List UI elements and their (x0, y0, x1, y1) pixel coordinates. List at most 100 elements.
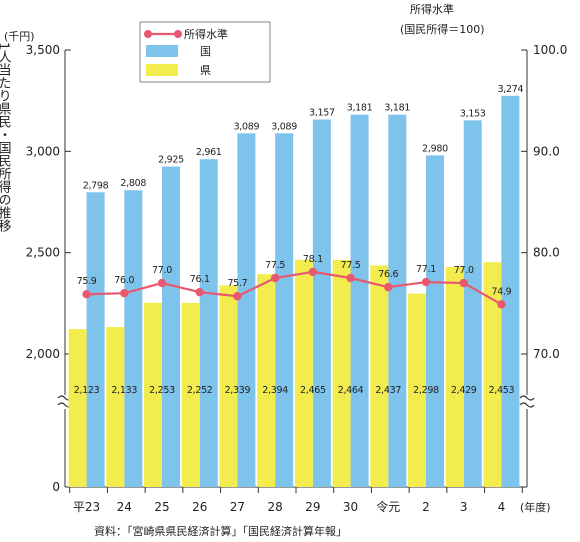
x-axis-ticks: 平23 24 25 26 27 28 29 30 令元 2 3 4 (69, 487, 523, 514)
legend-line-marker-left (144, 30, 152, 38)
income-level-label: 75.7 (227, 278, 247, 289)
legend-national-swatch (146, 45, 178, 57)
national-bar (124, 190, 143, 487)
national-value-label: 3,089 (234, 121, 260, 132)
x-tick-label: 26 (192, 500, 207, 514)
right-axis-break (519, 395, 535, 408)
prefecture-bar (445, 267, 464, 487)
left-tick-label: 3,000 (26, 144, 60, 158)
income-level-point (497, 300, 506, 309)
left-tick-label: 2,500 (26, 246, 60, 260)
prefecture-bar (483, 262, 502, 487)
income-level-point (459, 278, 468, 288)
income-level-point (82, 290, 91, 299)
prefecture-value-label: 2,453 (489, 385, 515, 396)
prefecture-bar (68, 329, 87, 487)
income-level-point (384, 282, 393, 292)
income-level-label: 76.0 (114, 275, 134, 286)
national-bar (275, 133, 294, 487)
national-value-label: 2,925 (158, 155, 184, 166)
left-axis-ticks: 0 2,000 2,500 3,000 3,500 (26, 43, 71, 494)
income-level-label: 77.5 (341, 260, 361, 271)
right-tick-label: 80.0 (533, 246, 560, 260)
prefecture-value-label: 2,464 (338, 385, 364, 396)
legend-line-label: 所得水準 (184, 27, 228, 41)
x-axis-unit-label: (年度) (520, 500, 551, 514)
income-level-label: 77.5 (265, 260, 285, 271)
x-tick-label: 4 (498, 500, 506, 514)
left-tick-label: 0 (52, 480, 60, 494)
prefecture-bar (370, 265, 389, 487)
national-value-label: 3,181 (347, 103, 373, 114)
national-value-label: 3,089 (271, 121, 297, 132)
prefecture-bar (106, 327, 125, 487)
prefecture-value-label: 2,252 (187, 385, 213, 396)
x-tick-label: 2 (422, 500, 430, 514)
national-bar (463, 120, 482, 488)
income-level-point (270, 273, 280, 283)
prefecture-value-label: 2,253 (149, 385, 175, 396)
income-level-label: 77.0 (152, 265, 172, 276)
income-level-label: 77.1 (416, 264, 436, 275)
national-value-label: 3,153 (460, 108, 486, 119)
y-axis-title: 1人当たり県民・国民所得の推移 (0, 42, 11, 233)
x-tick-label: 28 (268, 500, 283, 514)
income-level-point (346, 273, 355, 283)
national-bar (350, 114, 369, 487)
income-level-line: 75.9 76.0 77.0 76.1 75.7 77.5 78.1 77.5 76.6 77.1… (77, 254, 512, 309)
prefecture-bar (294, 259, 313, 487)
prefecture-value-label: 2,429 (451, 385, 477, 396)
national-value-label: 3,157 (309, 108, 335, 119)
bar-labels: 2,798 2,123 2,808 2,133 2,925 2,253 2,961 2,252… (74, 84, 524, 396)
national-bar (162, 166, 180, 488)
income-level-point (120, 289, 129, 298)
left-tick-label: 2,000 (26, 347, 60, 361)
x-tick-label: 令元 (376, 499, 400, 514)
prefecture-bar (408, 293, 426, 487)
national-value-label: 2,980 (422, 143, 448, 154)
national-bar (86, 192, 105, 487)
national-bar (312, 119, 331, 488)
bars (68, 95, 520, 488)
x-tick-label: 25 (154, 500, 169, 514)
national-bar (388, 114, 407, 487)
national-bar (199, 159, 218, 487)
prefecture-bar (181, 302, 200, 487)
income-level-point (233, 292, 242, 301)
legend: 所得水準 国 県 (139, 21, 271, 83)
right-axis-subtitle: (国民所得＝100) (400, 23, 485, 36)
income-level-point (308, 267, 318, 277)
right-axis-ticks: 70.0 80.0 90.0 100.0 (521, 43, 567, 361)
prefecture-value-label: 2,133 (111, 385, 137, 396)
prefecture-value-label: 2,123 (74, 385, 100, 396)
national-bar (237, 133, 256, 487)
national-value-label: 2,798 (83, 180, 109, 191)
income-level-label: 76.6 (378, 269, 398, 280)
legend-national-label: 国 (200, 45, 211, 58)
prefecture-value-label: 2,298 (413, 385, 439, 396)
income-level-label: 77.0 (454, 265, 474, 276)
x-tick-label: 29 (305, 500, 320, 514)
income-level-point (157, 278, 167, 288)
left-tick-label: 3,500 (26, 43, 60, 57)
income-level-point (195, 287, 204, 297)
legend-prefecture-label: 県 (200, 64, 211, 77)
x-tick-label: 27 (230, 500, 245, 514)
national-value-label: 2,808 (120, 178, 146, 189)
prefecture-bar (144, 302, 162, 487)
right-tick-label: 90.0 (533, 144, 560, 158)
national-value-label: 3,274 (498, 84, 524, 95)
x-tick-label: 24 (117, 500, 132, 514)
income-level-label: 76.1 (190, 274, 210, 285)
income-level-polyline (86, 270, 502, 306)
right-tick-label: 100.0 (533, 43, 567, 57)
income-level-label: 74.9 (491, 286, 511, 297)
income-level-label: 78.1 (303, 254, 323, 265)
legend-prefecture-swatch (146, 64, 178, 76)
prefecture-bar (257, 274, 276, 487)
right-axis-title: 所得水準 (410, 2, 454, 16)
prefecture-value-label: 2,437 (375, 385, 401, 396)
prefecture-value-label: 2,339 (225, 385, 251, 396)
national-value-label: 3,181 (384, 103, 410, 114)
